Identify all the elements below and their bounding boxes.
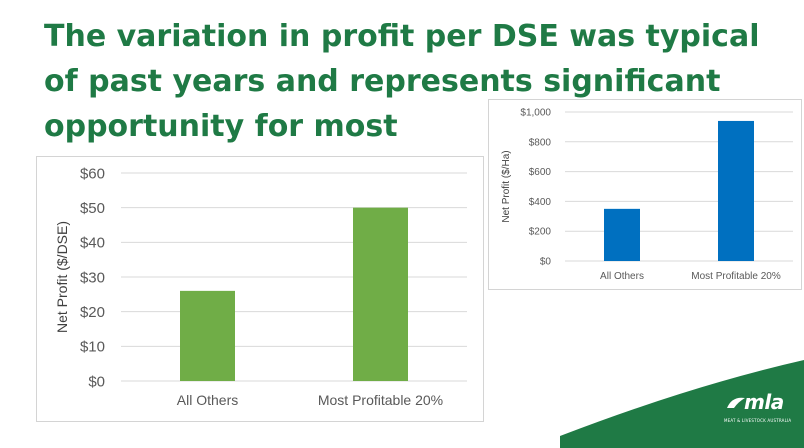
ha-chart-y-tick-label: $1,000	[520, 108, 551, 119]
profit-per-ha-chart: $0 $200 $400 $600 $800 $1,000 All Others Most P…	[488, 99, 802, 290]
profit-per-dse-chart-svg: $0 $10 $20 $30 $40 $50 $60 All Others Most Profi…	[54, 165, 467, 408]
mla-leaf-icon	[727, 397, 745, 408]
ha-chart-x-category-label: Most Profitable 20%	[691, 271, 781, 282]
profit-per-dse-chart: $0 $10 $20 $30 $40 $50 $60 All Others Most Profi…	[36, 156, 484, 422]
ha-chart-bar	[718, 120, 754, 261]
dse-chart-y-tick-label: $60	[80, 165, 105, 182]
logo-text: mla	[744, 390, 784, 414]
mla-logo: mla MEAT & LIVESTOCK AUSTRALIA	[724, 390, 794, 430]
dse-chart-x-category-label: All Others	[177, 392, 238, 408]
dse-chart-x-category-label: Most Profitable 20%	[318, 392, 443, 408]
logo-subtext: MEAT & LIVESTOCK AUSTRALIA	[724, 418, 792, 423]
ha-chart-y-tick-label: $400	[529, 197, 552, 208]
slide-title: The variation in profit per DSE was typi…	[44, 19, 760, 144]
ha-chart-y-axis-title: Net Profit ($/Ha)	[501, 150, 512, 222]
ha-chart-y-tick-label: $200	[529, 227, 552, 238]
dse-chart-y-tick-label: $30	[80, 269, 105, 286]
green-swoosh-banner	[560, 360, 804, 448]
ha-chart-bar	[604, 208, 640, 261]
dse-chart-y-tick-label: $20	[80, 304, 105, 321]
ha-chart-y-tick-label: $600	[529, 167, 552, 178]
profit-per-ha-chart-svg: $0 $200 $400 $600 $800 $1,000 All Others Most P…	[501, 108, 793, 282]
ha-chart-y-tick-label: $0	[540, 257, 552, 268]
dse-chart-bar	[180, 290, 235, 381]
dse-chart-y-tick-label: $40	[80, 235, 105, 252]
dse-chart-y-tick-label: $0	[88, 373, 105, 390]
dse-chart-y-axis-title: Net Profit ($/DSE)	[54, 221, 70, 333]
dse-chart-bar	[353, 207, 408, 381]
ha-chart-x-category-label: All Others	[600, 271, 644, 282]
dse-chart-y-tick-label: $10	[80, 339, 105, 356]
ha-chart-y-tick-label: $800	[529, 137, 552, 148]
dse-chart-y-tick-label: $50	[80, 200, 105, 217]
